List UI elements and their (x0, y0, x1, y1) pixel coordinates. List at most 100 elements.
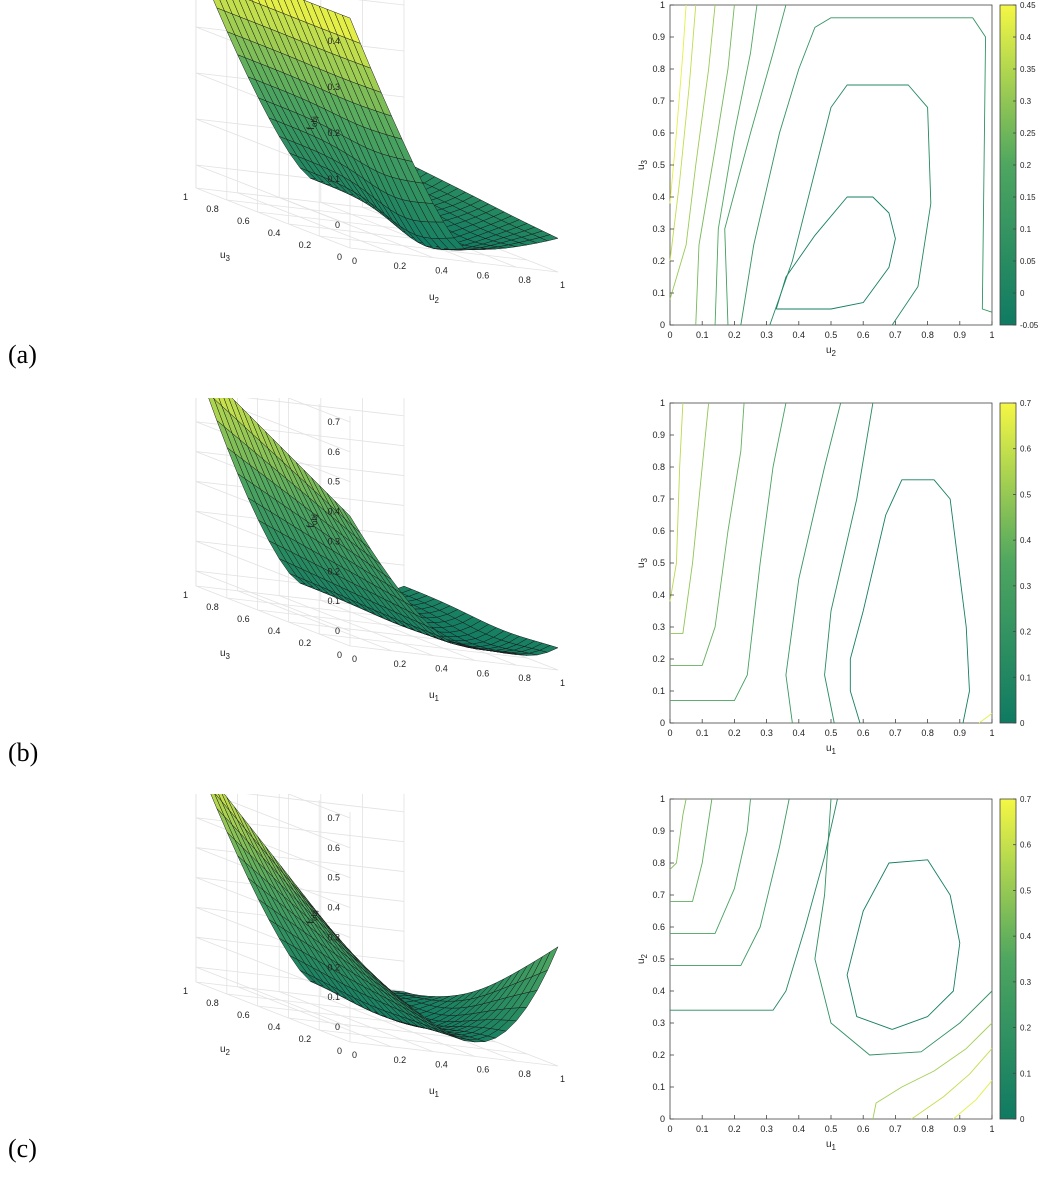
z-tick-label: 0.4 (327, 903, 340, 913)
z-ticks: 0 0.1 0.2 0.3 0.4 (327, 36, 340, 230)
colorbar-tick-label: 0.1 (1020, 673, 1032, 682)
colorbar-tick-label: 0.2 (1020, 161, 1032, 170)
y-axis-label: u3 (636, 159, 649, 170)
y-tick-label: 0.8 (206, 602, 219, 612)
y-tick-label: 0.5 (652, 160, 665, 170)
y-axis-label: u2 (220, 1044, 231, 1057)
contour-plot-b: 0 0.1 0.2 0.3 0.4 0.5 0.6 0.7 0.8 0.9 1 0 0.1 0.2 0.3 0… (636, 398, 1032, 756)
y-tick-label: 0.3 (652, 1018, 665, 1028)
x-tick-label: 0.7 (889, 330, 902, 340)
x-tick-label: 0.2 (728, 728, 741, 738)
colorbar-tick-label: 0.15 (1020, 193, 1036, 202)
contour-line (670, 402, 745, 666)
z-tick-label: 0 (335, 1022, 340, 1032)
x-axis-label: u1 (826, 1139, 837, 1152)
gridline (279, 595, 434, 656)
y-tick-label: 0.8 (206, 998, 219, 1008)
y-tick-label: 0.1 (652, 288, 665, 298)
y-tick-label: 0.2 (652, 256, 665, 266)
z-tick-label: 0.3 (327, 82, 340, 92)
gridline (319, 235, 528, 261)
contour-line (785, 402, 842, 724)
contour-line (978, 713, 993, 724)
x-tick-label: 0.1 (696, 1124, 709, 1134)
contour-line (953, 1080, 993, 1120)
contour-line (669, 402, 684, 602)
contour-line (849, 479, 970, 724)
x-tick-label: 0.8 (518, 673, 531, 683)
x-tick-label: 0.2 (394, 261, 407, 271)
colorbar-tick-label: 0.3 (1020, 97, 1032, 106)
contour-line (670, 798, 751, 934)
gridline (195, 187, 351, 249)
x-tick-label: 0.8 (518, 1069, 531, 1079)
y-tick-label: 0.8 (652, 64, 665, 74)
contour-line (824, 402, 874, 724)
x-axis-label: u1 (826, 743, 837, 756)
gridline (195, 187, 405, 213)
y-tick-label: 0.9 (652, 32, 665, 42)
y-tick-label: 0.7 (652, 96, 665, 106)
y-axis-label: u3 (220, 648, 231, 661)
colorbar-tick-label: 0.4 (1020, 932, 1032, 941)
z-tick-label: 0.6 (327, 447, 340, 457)
colorbar-tick-label: -0.05 (1020, 321, 1039, 330)
panel-label-a: (a) (8, 340, 37, 369)
surface-patch (539, 946, 559, 974)
x-tick-label: 0.3 (760, 728, 773, 738)
y-tick-label: 0 (337, 252, 342, 262)
y-tick-label: 1 (183, 192, 188, 202)
surface-patch (539, 645, 559, 653)
y-tick-label: 0.3 (652, 622, 665, 632)
y-tick-label: 0.7 (652, 890, 665, 900)
colorbar-tick-label: 0.7 (1020, 399, 1032, 408)
y-tick-label: 0.4 (268, 1022, 281, 1032)
contour-line (670, 402, 710, 634)
axis-ticks (669, 798, 993, 1120)
z-tick-label: 0.2 (327, 962, 340, 972)
plot-area (669, 4, 993, 326)
y-tick-label: 0.4 (652, 986, 665, 996)
y-tick-label: 0 (337, 650, 342, 660)
y-axis-label: u2 (636, 953, 649, 964)
contour-line (670, 798, 790, 966)
colorbar-tick-label: 0.6 (1020, 841, 1032, 850)
y-tick-label: 1 (660, 398, 665, 408)
x-tick-label: 1 (560, 1074, 565, 1084)
plot-area (669, 798, 993, 1120)
z-tick-label: 0.2 (327, 128, 340, 138)
y-tick-label: 0.9 (652, 826, 665, 836)
x-tick-label: 1 (989, 1124, 994, 1134)
z-tick-label: 0.1 (327, 174, 340, 184)
y-tick-label: 0.2 (652, 654, 665, 664)
contour-line (669, 798, 687, 870)
x-tick-label: 1 (989, 728, 994, 738)
x-tick-label: 0 (352, 654, 357, 664)
z-tick-label: 0.3 (327, 932, 340, 942)
x-tick-label: 0.8 (921, 330, 934, 340)
x-tick-label: 0.2 (394, 1055, 407, 1065)
y-tick-label: 1 (660, 0, 665, 10)
y-tick-label: 0.8 (652, 858, 665, 868)
contour-plot-a: 0 0.1 0.2 0.3 0.4 0.5 0.6 0.7 0.8 0.9 1 0 0.1 0.2 0.3 0… (636, 0, 1039, 358)
gridline (195, 585, 351, 647)
colorbar-tick-label: 0 (1020, 289, 1025, 298)
x-tick-label: 0.4 (435, 1060, 448, 1070)
gridline (195, 981, 351, 1043)
colorbar-tick-label: 0.4 (1020, 33, 1032, 42)
surface-mesh (213, 0, 559, 251)
contour-line (669, 4, 716, 300)
contour-line (670, 402, 787, 702)
colorbar-tick-label: 0.5 (1020, 886, 1032, 895)
z-tick-label: 0.2 (327, 566, 340, 576)
colorbar-tick-label: 0.2 (1020, 628, 1032, 637)
gridline (210, 398, 405, 453)
z-tick-label: 0.5 (327, 477, 340, 487)
contour-plot-c: 0 0.1 0.2 0.3 0.4 0.5 0.6 0.7 0.8 0.9 1 0 0.1 0.2 0.3 0… (636, 794, 1032, 1152)
contour-line (670, 798, 713, 902)
colorbar-tick-label: 0.3 (1020, 582, 1032, 591)
y-tick-label: 1 (183, 986, 188, 996)
colorbar-tick-label: 0.35 (1020, 65, 1036, 74)
x-tick-label: 0.6 (477, 668, 490, 678)
contour-line (740, 17, 993, 326)
